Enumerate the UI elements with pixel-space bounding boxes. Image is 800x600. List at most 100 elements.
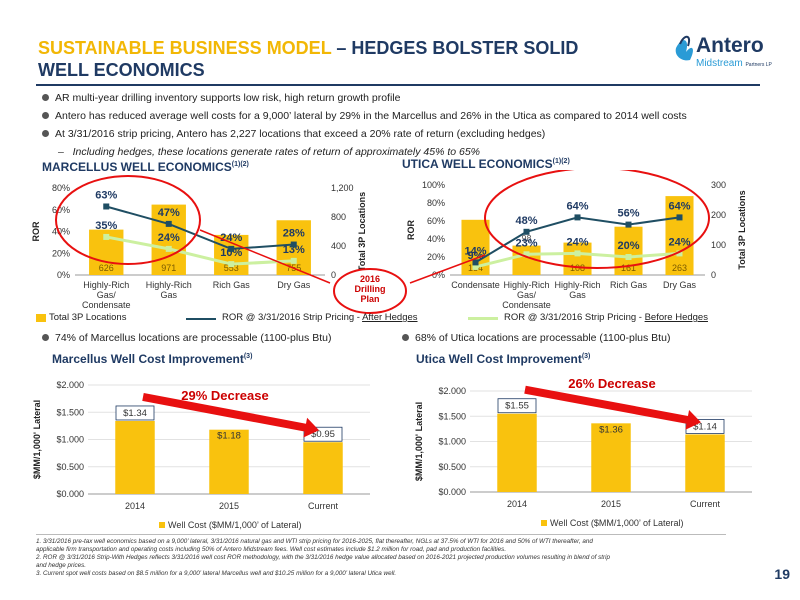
footnote-divider xyxy=(36,534,726,535)
before-hedges-label: 23% xyxy=(515,237,537,249)
well-cost-charts: $0.000 $0.500 $1.000 $1.500 $2.000 $MM/1,000'… xyxy=(32,376,752,530)
y-axis-title: $MM/1,000' Lateral xyxy=(32,400,42,479)
bullet-dot-icon xyxy=(42,129,49,137)
y-tick-label: 40% xyxy=(427,234,445,244)
chart-title: Utica Well Cost Improvement xyxy=(416,352,582,366)
well-cost-label: $1.14 xyxy=(693,421,717,432)
category-label: Rich Gas xyxy=(610,280,648,290)
after-hedges-label: 48% xyxy=(515,215,537,227)
before-hedges-label: 13% xyxy=(283,244,305,256)
bullet-dot-icon xyxy=(42,111,49,119)
utica-processable-text: 68% of Utica locations are processable (… xyxy=(415,332,671,344)
utica-economics-title: UTICA WELL ECONOMICS(1)(2) xyxy=(402,157,570,171)
logo-partners: Partners LP xyxy=(745,62,772,68)
legend-swatch-bars xyxy=(36,314,46,322)
category-label: Highly-Rich xyxy=(146,280,192,290)
title-footnote-ref: (3) xyxy=(243,353,253,360)
location-bar-label: 626 xyxy=(99,263,114,273)
y-tick-label: $0.500 xyxy=(438,462,466,472)
footnote-2: 2. ROR @ 3/31/2016 Strip-With Hedges ref… xyxy=(36,554,610,561)
value-box xyxy=(497,398,537,414)
well-cost-bar xyxy=(115,420,155,494)
y-tick-label: 60% xyxy=(427,216,445,226)
legend-label: Well Cost ($MM/1,000’ of Lateral) xyxy=(168,520,302,530)
y-tick-label: $0.500 xyxy=(56,462,84,472)
legend-swatch-after xyxy=(186,318,216,320)
location-bar-label: 161 xyxy=(621,263,636,273)
y2-tick-label: 1,200 xyxy=(331,183,354,193)
after-hedges-label: 63% xyxy=(95,189,117,201)
y2-axis-title: Total 3P Locations xyxy=(737,190,747,269)
location-bar xyxy=(276,220,311,275)
after-hedges-point xyxy=(290,241,297,248)
sub-bullet: – Including hedges, these locations gene… xyxy=(58,146,481,158)
after-hedges-label: 14% xyxy=(464,245,486,257)
marcellus-processable-text: 74% of Marcellus locations are processab… xyxy=(55,332,332,344)
before-hedges-point xyxy=(523,251,530,258)
title-footnote-ref: (1)(2) xyxy=(231,161,249,168)
before-hedges-point xyxy=(472,263,479,270)
page-number: 19 xyxy=(774,566,790,582)
page-title-line2: WELL ECONOMICS xyxy=(38,60,205,80)
before-hedges-point xyxy=(676,250,683,257)
marcellus-processable: 74% of Marcellus locations are processab… xyxy=(42,332,331,344)
before-hedges-point xyxy=(625,254,632,260)
value-box xyxy=(115,405,155,421)
callout-connector xyxy=(199,229,331,284)
after-hedges-label: 64% xyxy=(668,200,690,212)
y-tick-label: 40% xyxy=(52,227,70,237)
well-cost-label: $1.18 xyxy=(217,431,241,442)
callout-connector xyxy=(409,254,486,284)
category-label: 2014 xyxy=(507,499,527,509)
callout-text: 2016 xyxy=(360,274,380,284)
y-tick-label: 0% xyxy=(432,270,445,280)
decrease-annotation: 26% Decrease xyxy=(568,376,655,391)
before-hedges-label: 35% xyxy=(95,220,117,232)
well-cost-bar xyxy=(685,434,725,492)
y-tick-label: $0.000 xyxy=(438,487,466,497)
decrease-arrow-icon xyxy=(142,393,319,438)
before-hedges-point xyxy=(103,233,110,240)
y2-tick-label: 300 xyxy=(711,180,726,190)
highlight-ellipse xyxy=(484,170,710,269)
footnotes: 1. 3/31/2016 pre-tax well economics base… xyxy=(36,538,756,578)
after-hedges-label: 47% xyxy=(158,207,180,219)
category-label: Gas/ xyxy=(517,290,537,300)
well-cost-bar xyxy=(591,423,631,492)
bullet-1: AR multi-year drilling inventory support… xyxy=(42,92,400,104)
location-bar xyxy=(214,234,249,275)
y-tick-label: $1.500 xyxy=(438,411,466,421)
y-tick-label: $2.000 xyxy=(56,380,84,390)
before-hedges-label: 24% xyxy=(566,236,588,248)
category-label: Current xyxy=(690,499,721,509)
category-label: Dry Gas xyxy=(277,280,311,290)
after-hedges-point xyxy=(676,214,683,221)
well-cost-label: $1.36 xyxy=(599,424,623,435)
category-label: Current xyxy=(308,501,339,511)
title-footnote-ref: (1)(2) xyxy=(552,158,570,165)
y-tick-label: 80% xyxy=(427,198,445,208)
category-label: Condensate xyxy=(451,280,500,290)
chart-title: UTICA WELL ECONOMICS xyxy=(402,157,553,171)
utica-cost-title: Utica Well Cost Improvement(3) xyxy=(416,352,590,366)
y-tick-label: 0% xyxy=(57,270,70,280)
bullet-2: Antero has reduced average well costs fo… xyxy=(42,110,687,122)
well-cost-bar xyxy=(209,429,249,494)
title-footnote-ref: (3) xyxy=(581,353,591,360)
decrease-annotation: 29% Decrease xyxy=(181,388,268,403)
logo-sub: Midstream Partners LP xyxy=(696,58,772,69)
antero-logo: Antero Midstream Partners LP xyxy=(670,26,780,76)
y2-tick-label: 100 xyxy=(711,240,726,250)
drilling-plan-callout xyxy=(333,268,407,314)
legend-swatch xyxy=(541,520,547,526)
category-label: 2014 xyxy=(125,501,145,511)
logo-word: Antero xyxy=(696,34,764,57)
title-divider xyxy=(36,84,760,86)
legend-label-before: ROR @ 3/31/2016 Strip Pricing - Before H… xyxy=(504,312,708,323)
y-tick-label: 60% xyxy=(52,205,70,215)
y-tick-label: $0.000 xyxy=(56,489,84,499)
bullet-dot-icon xyxy=(42,93,49,101)
y-tick-label: 100% xyxy=(422,180,445,190)
decrease-arrow-shape xyxy=(142,393,319,438)
category-label: Rich Gas xyxy=(213,280,251,290)
